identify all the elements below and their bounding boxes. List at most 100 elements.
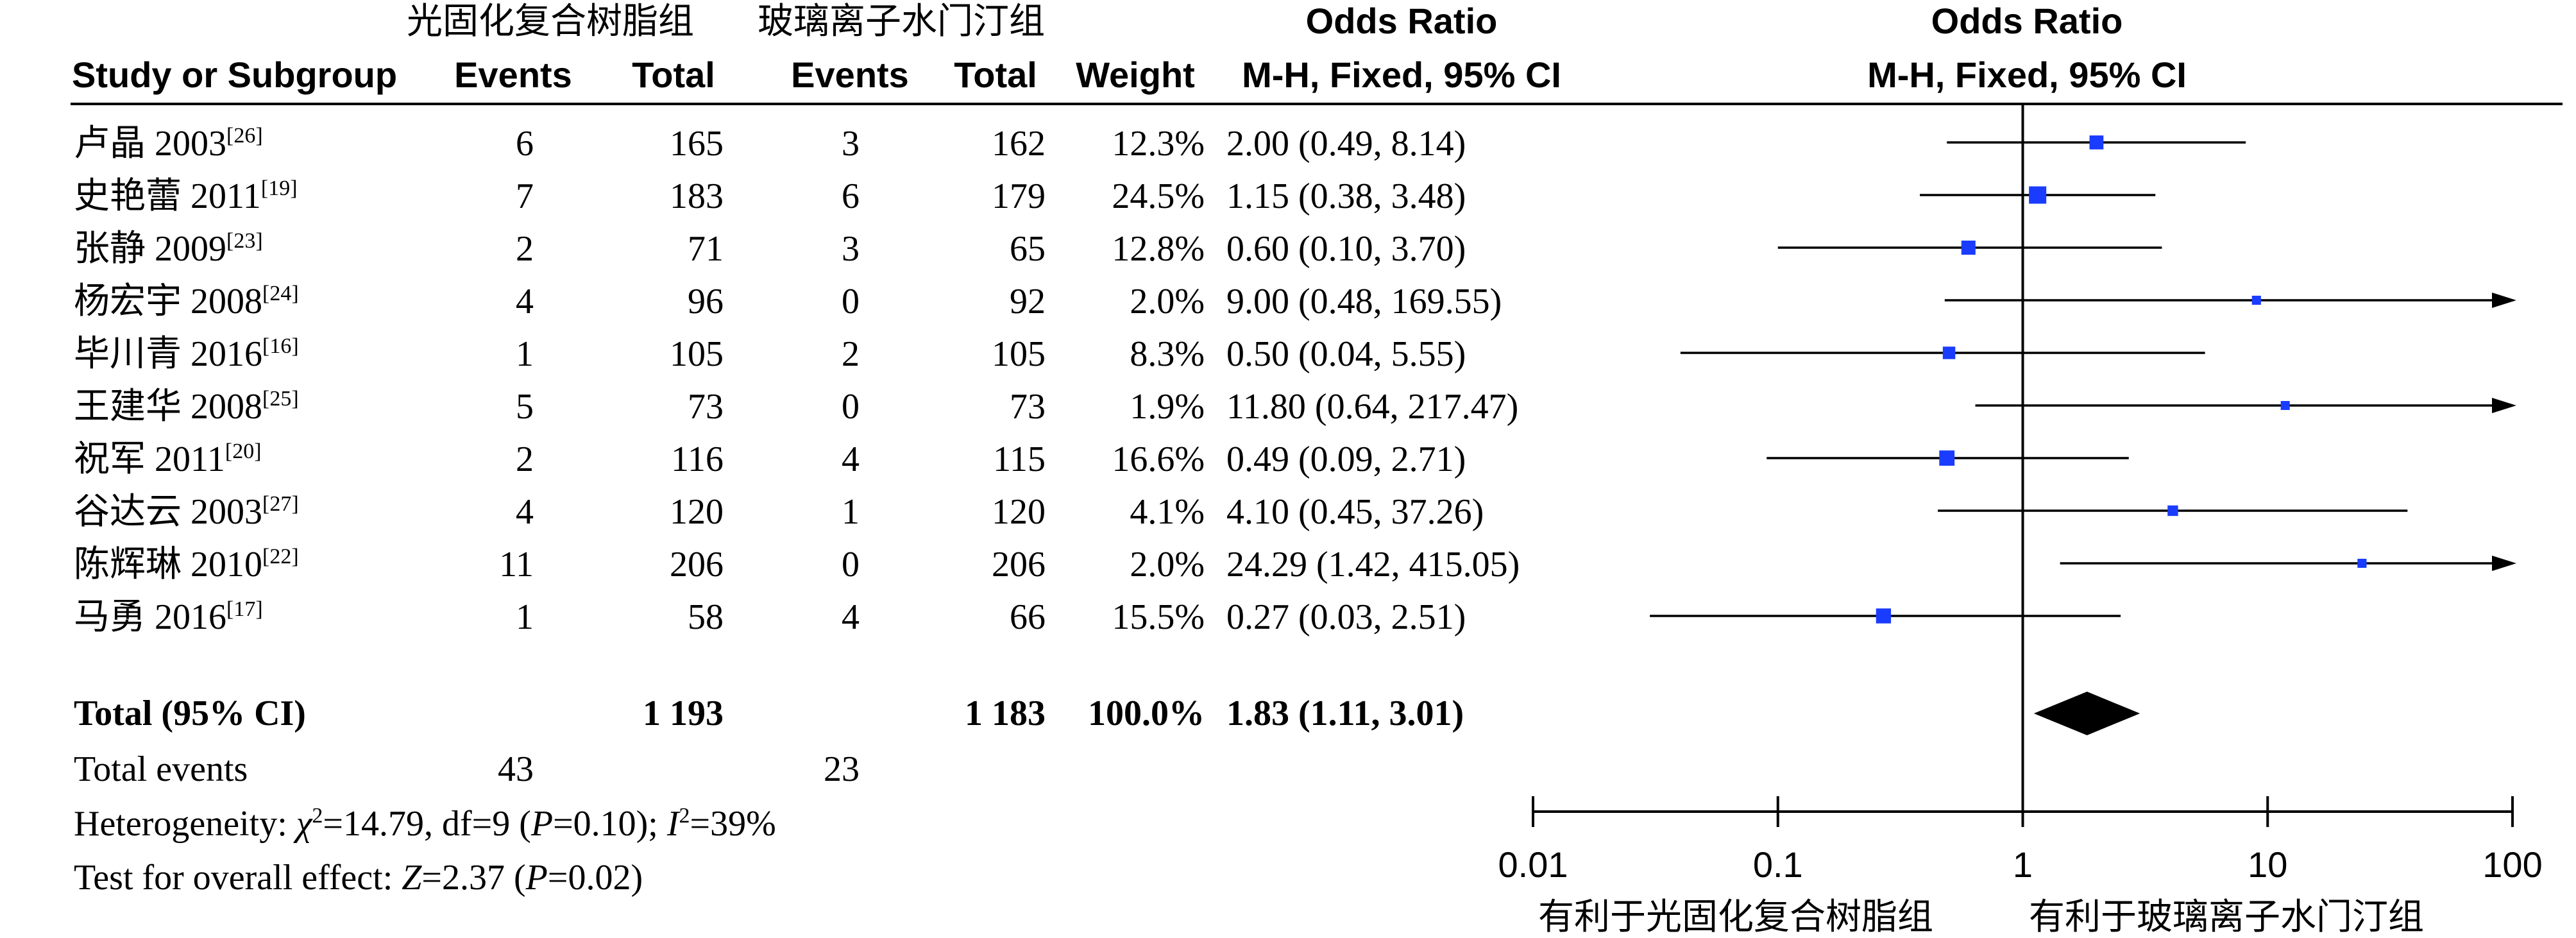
study-name: 谷达云 2003	[74, 492, 262, 532]
study-total2: 162	[992, 124, 1046, 164]
ci-arrow	[2492, 556, 2516, 571]
study-reference: [22]	[262, 545, 299, 568]
total-total1: 1 193	[643, 694, 724, 733]
study-reference: [26]	[226, 124, 263, 148]
study-reference: [16]	[262, 334, 299, 358]
study-reference: [20]	[225, 439, 262, 463]
total-events-label: Total events	[74, 749, 248, 789]
study-label: 王建华 2008[25]	[74, 387, 299, 427]
study-weight: 15.5%	[1112, 597, 1205, 637]
study-events1: 11	[499, 545, 534, 584]
study-weight: 1.9%	[1130, 387, 1205, 427]
study-events1: 7	[516, 176, 534, 216]
study-events1: 2	[516, 439, 534, 479]
study-total1: 71	[688, 229, 724, 269]
study-label: 陈辉琳 2010[22]	[74, 545, 299, 584]
total-label: Total (95% CI)	[74, 694, 306, 733]
study-total1: 96	[688, 282, 724, 321]
plot-method: M-H, Fixed, 95% CI	[1867, 55, 2187, 95]
study-reference: [27]	[262, 492, 299, 516]
study-reference: [19]	[261, 176, 298, 200]
study-reference: [17]	[226, 597, 263, 621]
point-estimate	[1876, 608, 1892, 624]
study-total2: 65	[1010, 229, 1046, 269]
study-weight: 12.3%	[1112, 124, 1205, 164]
study-events2: 1	[842, 492, 860, 532]
favours-right-label: 有利于玻璃离子水门汀组	[2029, 896, 2424, 938]
study-weight: 4.1%	[1130, 492, 1205, 532]
point-estimate	[2089, 135, 2104, 149]
study-ci: 9.00 (0.48, 169.55)	[1226, 282, 1502, 321]
col-total2: Total	[954, 55, 1037, 95]
col-study: Study or Subgroup	[72, 55, 397, 95]
study-events1: 2	[516, 229, 534, 269]
study-label: 祝军 2011[20]	[74, 439, 262, 479]
total-ci: 1.83 (1.11, 3.01)	[1226, 694, 1464, 733]
plot-marks: 0.01 0.1 1 10 100	[1498, 104, 2543, 885]
study-label: 谷达云 2003[27]	[74, 492, 299, 532]
study-name: 杨宏宇 2008	[74, 282, 262, 321]
col-weight: Weight	[1076, 55, 1195, 95]
total-weight: 100.0%	[1088, 694, 1205, 733]
study-ci: 11.80 (0.64, 217.47)	[1226, 387, 1518, 427]
study-total2: 120	[992, 492, 1046, 532]
study-ci: 4.10 (0.45, 37.26)	[1226, 492, 1484, 532]
study-total1: 206	[670, 545, 724, 584]
study-events2: 0	[842, 545, 860, 584]
col-events1: Events	[454, 55, 572, 95]
study-label: 史艳蕾 2011[19]	[74, 176, 298, 216]
point-estimate	[2251, 295, 2261, 305]
x-tick-label: 10	[2248, 844, 2287, 885]
group1-header: 光固化复合树脂组	[407, 1, 694, 42]
favours-left-label: 有利于光固化复合树脂组	[1538, 896, 1933, 938]
study-total2: 115	[993, 439, 1046, 479]
group2-header: 玻璃离子水门汀组	[758, 1, 1045, 42]
study-rows: 卢晶 2003[26] 6 165 3 162 12.3% 2.00 (0.49, 8.14…	[74, 124, 1520, 637]
point-estimate	[1939, 450, 1955, 466]
study-label: 张静 2009[23]	[74, 229, 263, 269]
point-estimate	[2167, 505, 2178, 516]
study-weight: 16.6%	[1112, 439, 1205, 479]
study-total1: 105	[670, 334, 724, 374]
total-events2: 23	[824, 749, 860, 789]
study-ci: 1.15 (0.38, 3.48)	[1226, 176, 1466, 216]
study-total1: 183	[670, 176, 724, 216]
study-label: 杨宏宇 2008[24]	[74, 282, 299, 321]
study-total1: 120	[670, 492, 724, 532]
study-weight: 2.0%	[1130, 545, 1205, 584]
point-estimate	[2029, 186, 2047, 204]
study-events2: 6	[842, 176, 860, 216]
col-total1: Total	[632, 55, 715, 95]
study-name: 毕川青 2016	[74, 334, 262, 374]
study-events1: 5	[516, 387, 534, 427]
overall-effect-text: Test for overall effect: Z=2.37 (P=0.02)	[74, 858, 643, 898]
study-name: 史艳蕾 2011	[74, 176, 261, 216]
odds-ratio-title: Odds Ratio	[1306, 1, 1498, 41]
study-label: 马勇 2016[17]	[74, 597, 263, 637]
study-total1: 58	[688, 597, 724, 637]
study-events1: 4	[516, 492, 534, 532]
study-events1: 6	[516, 124, 534, 164]
study-ci: 0.27 (0.03, 2.51)	[1226, 597, 1466, 637]
study-events2: 0	[842, 282, 860, 321]
study-events2: 0	[842, 387, 860, 427]
study-weight: 24.5%	[1112, 176, 1205, 216]
pooled-diamond	[2033, 692, 2140, 735]
study-events1: 4	[516, 282, 534, 321]
study-weight: 8.3%	[1130, 334, 1205, 374]
total-events1: 43	[498, 749, 534, 789]
study-reference: [24]	[262, 282, 299, 305]
point-estimate	[1942, 346, 1956, 359]
col-events2: Events	[791, 55, 909, 95]
ci-arrow	[2492, 293, 2516, 308]
study-weight: 12.8%	[1112, 229, 1205, 269]
odds-ratio-method: M-H, Fixed, 95% CI	[1242, 55, 1561, 95]
ci-arrow	[2492, 398, 2516, 413]
study-events2: 2	[842, 334, 860, 374]
study-ci: 0.50 (0.04, 5.55)	[1226, 334, 1466, 374]
study-ci: 0.60 (0.10, 3.70)	[1226, 229, 1466, 269]
study-total2: 73	[1010, 387, 1046, 427]
x-tick-label: 0.01	[1498, 844, 1568, 885]
study-events2: 4	[842, 597, 860, 637]
